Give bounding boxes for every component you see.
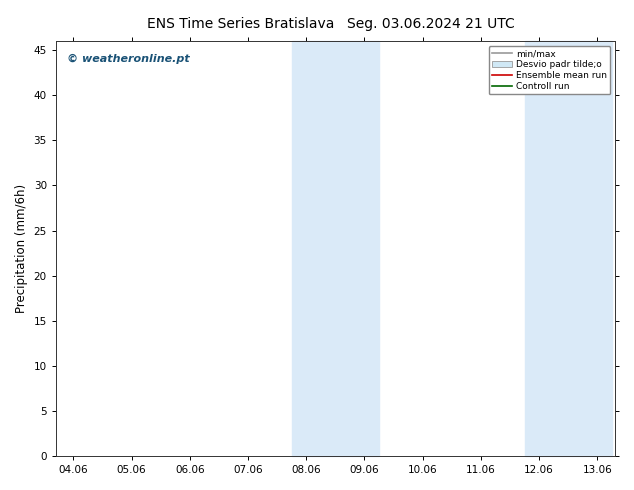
Text: Seg. 03.06.2024 21 UTC: Seg. 03.06.2024 21 UTC [347, 17, 515, 31]
Bar [524, 41, 612, 456]
Text: ENS Time Series Bratislava: ENS Time Series Bratislava [147, 17, 335, 31]
Text: © weatheronline.pt: © weatheronline.pt [67, 54, 190, 64]
Bar [292, 41, 379, 456]
Y-axis label: Precipitation (mm/6h): Precipitation (mm/6h) [15, 184, 28, 313]
Legend: min/max, Desvio padr tilde;o, Ensemble mean run, Controll run: min/max, Desvio padr tilde;o, Ensemble m… [489, 46, 611, 95]
